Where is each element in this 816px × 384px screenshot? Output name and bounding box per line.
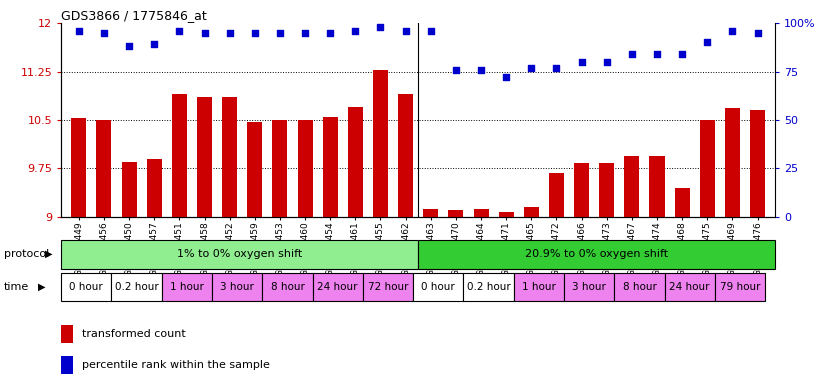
Point [726, 28, 739, 34]
Point [550, 65, 563, 71]
Bar [473, 209, 489, 217]
Bar [363, 273, 413, 301]
Text: 24 hour: 24 hour [317, 282, 358, 292]
Text: 0 hour: 0 hour [69, 282, 103, 292]
Text: 0.2 hour: 0.2 hour [467, 282, 511, 292]
Point [499, 74, 512, 80]
Bar [197, 98, 212, 217]
Bar [162, 273, 212, 301]
Point [122, 43, 135, 50]
Bar [71, 118, 86, 217]
Text: 1% to 0% oxygen shift: 1% to 0% oxygen shift [177, 249, 302, 260]
Bar [549, 173, 564, 217]
Bar [373, 70, 388, 217]
Text: 3 hour: 3 hour [220, 282, 254, 292]
Point [97, 30, 110, 36]
Bar [463, 273, 514, 301]
Point [299, 30, 312, 36]
Text: transformed count: transformed count [82, 329, 185, 339]
Point [475, 66, 488, 73]
Text: time: time [4, 282, 29, 292]
Point [601, 59, 614, 65]
Point [148, 41, 161, 48]
Point [625, 51, 638, 57]
Bar [624, 156, 640, 217]
Bar [61, 240, 418, 269]
Text: protocol: protocol [4, 249, 49, 259]
Text: 8 hour: 8 hour [271, 282, 304, 292]
Bar [514, 273, 564, 301]
Bar [147, 159, 162, 217]
Text: 72 hour: 72 hour [368, 282, 408, 292]
Text: 0 hour: 0 hour [421, 282, 455, 292]
Bar [524, 207, 539, 217]
Bar [222, 98, 237, 217]
Text: GDS3866 / 1775846_at: GDS3866 / 1775846_at [61, 9, 207, 22]
Text: 3 hour: 3 hour [572, 282, 606, 292]
Point [575, 59, 588, 65]
Text: percentile rank within the sample: percentile rank within the sample [82, 360, 269, 370]
Bar [112, 273, 162, 301]
Point [399, 28, 412, 34]
Point [701, 40, 714, 46]
Bar [424, 209, 438, 217]
Point [198, 30, 211, 36]
Bar [61, 325, 73, 343]
Bar [122, 162, 136, 217]
Bar [418, 240, 775, 269]
Bar [700, 120, 715, 217]
Text: ▶: ▶ [38, 282, 45, 292]
Bar [398, 94, 413, 217]
Point [273, 30, 286, 36]
Bar [725, 108, 740, 217]
Bar [715, 273, 765, 301]
Point [324, 30, 337, 36]
Point [650, 51, 663, 57]
Point [348, 28, 361, 34]
Bar [675, 188, 690, 217]
Point [751, 30, 764, 36]
Point [73, 28, 86, 34]
Bar [212, 273, 262, 301]
Bar [313, 273, 363, 301]
Text: 8 hour: 8 hour [623, 282, 656, 292]
Bar [664, 273, 715, 301]
Bar [564, 273, 614, 301]
Bar [298, 120, 313, 217]
Point [676, 51, 689, 57]
Text: 1 hour: 1 hour [170, 282, 204, 292]
Bar [262, 273, 313, 301]
Text: 20.9% to 0% oxygen shift: 20.9% to 0% oxygen shift [526, 249, 668, 260]
Text: 24 hour: 24 hour [669, 282, 710, 292]
Point [173, 28, 186, 34]
Bar [61, 273, 112, 301]
Bar [574, 163, 589, 217]
Point [223, 30, 236, 36]
Point [374, 24, 387, 30]
Text: 1 hour: 1 hour [522, 282, 556, 292]
Bar [273, 120, 287, 217]
Bar [599, 163, 614, 217]
Point [450, 66, 463, 73]
Bar [413, 273, 463, 301]
Bar [348, 107, 363, 217]
Text: ▶: ▶ [45, 249, 52, 259]
Point [525, 65, 538, 71]
Bar [322, 117, 338, 217]
Bar [650, 156, 664, 217]
Text: 79 hour: 79 hour [720, 282, 761, 292]
Bar [172, 94, 187, 217]
Bar [750, 110, 765, 217]
Bar [614, 273, 664, 301]
Point [424, 28, 437, 34]
Point [248, 30, 261, 36]
Bar [247, 122, 262, 217]
Bar [61, 356, 73, 374]
Text: 0.2 hour: 0.2 hour [115, 282, 158, 292]
Bar [448, 210, 463, 217]
Bar [96, 120, 112, 217]
Bar [499, 212, 514, 217]
